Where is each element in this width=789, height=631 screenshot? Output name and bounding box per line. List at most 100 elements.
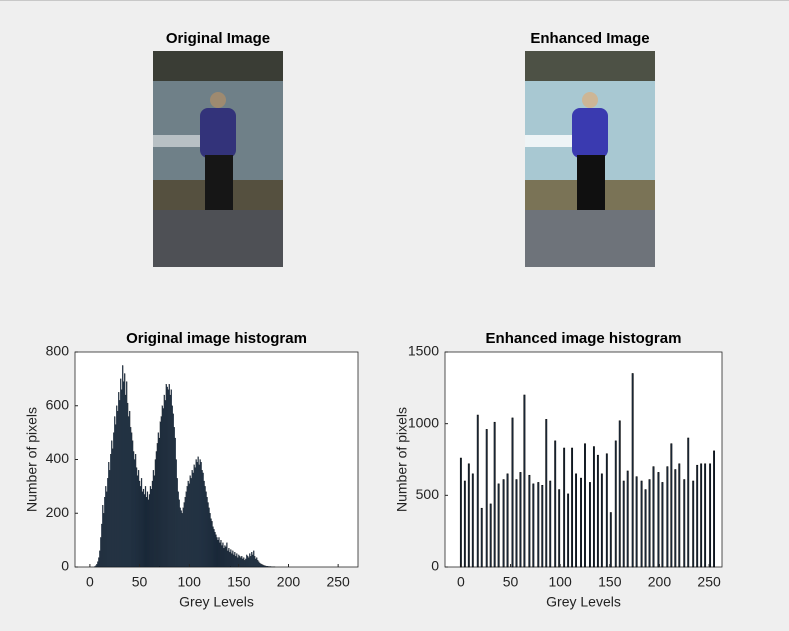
bar [687,437,690,568]
bar [154,459,157,568]
bar [626,470,629,568]
bar [132,451,135,568]
bar [233,554,235,568]
enhanced-image [525,51,655,267]
bar [589,482,591,568]
chart-title: Original image histogram [126,330,307,347]
bar [258,561,260,568]
bar [635,476,638,568]
bar [502,479,505,568]
bar [240,557,242,568]
bar [605,453,608,568]
bar [265,565,267,568]
bar [244,560,246,568]
bar [187,480,189,568]
y-tick-label: 1500 [408,343,439,359]
y-tick-label: 0 [61,558,69,574]
y-tick-label: 1000 [408,414,439,430]
bar [661,482,664,568]
bar [188,483,190,568]
bar [142,488,145,568]
bar [692,480,695,568]
bar [678,463,681,568]
bar [229,552,231,568]
x-tick-label: 100 [178,574,202,590]
x-tick-label: 100 [548,574,572,590]
x-tick-label: 200 [648,574,672,590]
bar [98,557,100,568]
bar [134,454,137,568]
bar [226,542,228,568]
bar [528,474,531,568]
bar [101,523,103,568]
bar [104,497,106,568]
bar [163,394,165,568]
bar [221,545,223,568]
bar [511,417,514,568]
bar [171,405,173,568]
bar [592,446,595,568]
bar [189,475,191,568]
x-tick-label: 0 [457,574,465,590]
bar [225,546,227,568]
bar [618,420,621,568]
bar [210,518,212,568]
bar [204,486,206,568]
bar [264,565,266,568]
bar [217,540,219,568]
bar [100,537,102,568]
bar [219,542,221,568]
x-tick-label: 50 [132,574,148,590]
bar [135,467,138,568]
bar [123,381,125,568]
bar [108,462,110,568]
bar [236,553,238,568]
bar [97,561,99,568]
bar [270,566,272,568]
bar [571,447,574,568]
bar [183,502,185,568]
bar [266,566,268,568]
bar [644,489,647,568]
bar [213,529,215,568]
y-tick-label: 0 [431,558,439,574]
bar [631,373,634,568]
bar [113,432,115,568]
bar [141,491,144,568]
bar [201,470,203,568]
bar [145,497,148,568]
bar [232,550,234,568]
bar [640,480,643,568]
bar [199,459,201,568]
bar [215,534,217,568]
bar [224,545,226,568]
bar [96,564,98,568]
bar [115,424,117,568]
bar [112,448,114,568]
bar [144,486,147,568]
x-tick-label: 50 [503,574,519,590]
x-axis-label: Grey Levels [179,594,254,610]
bar [523,394,526,568]
bar [541,484,544,568]
bar [194,467,196,568]
bar [159,421,161,568]
bar [191,470,193,568]
x-tick-label: 250 [697,574,721,590]
bar [580,477,582,568]
bar [175,459,177,568]
bar [704,463,707,568]
bar [174,437,176,568]
bar [245,558,247,568]
bar [161,405,163,568]
bar [700,463,703,568]
bar [138,480,141,568]
bar [670,443,673,568]
bar [709,463,712,568]
bar [212,526,214,568]
bar [127,402,129,568]
bar [256,557,258,568]
bar [150,488,153,568]
bar [206,497,208,568]
bar [614,440,617,568]
